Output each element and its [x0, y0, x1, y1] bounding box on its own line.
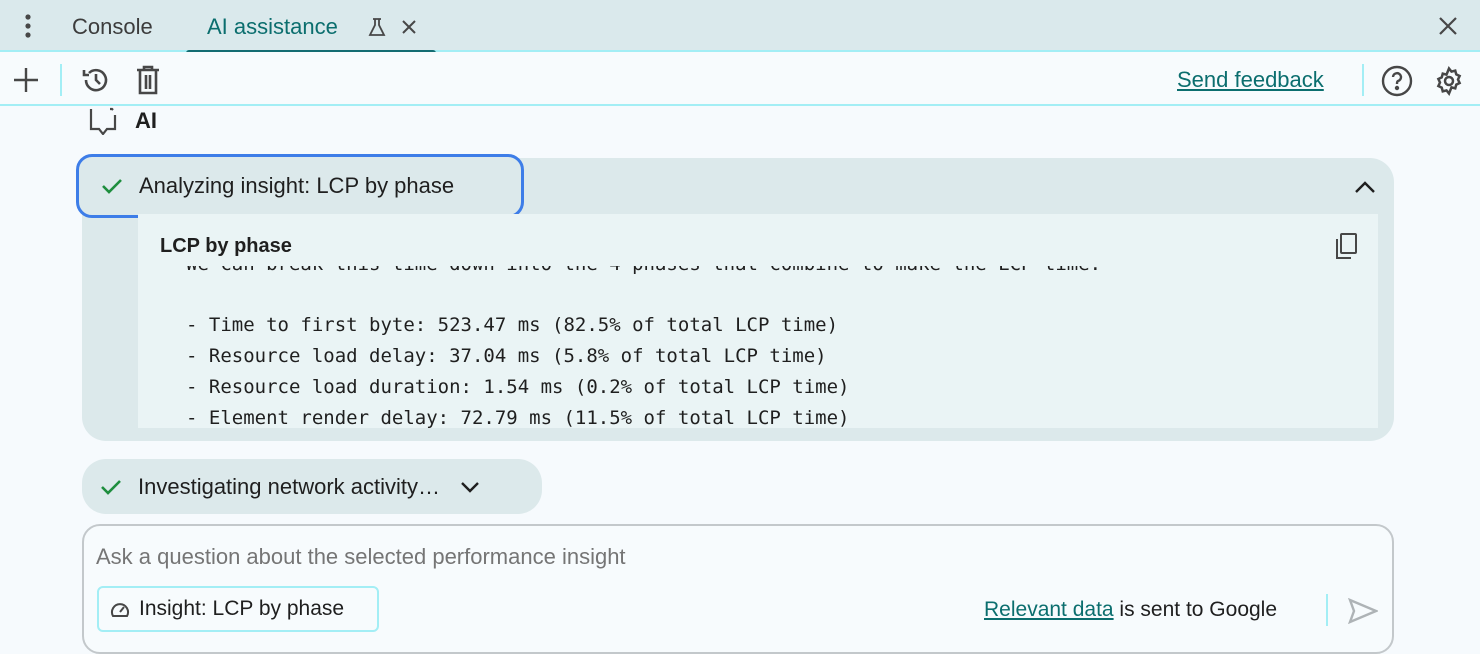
context-chip-label: Insight: LCP by phase: [139, 597, 345, 620]
new-chat-icon[interactable]: [12, 66, 40, 94]
chat-input-box: Insight: LCP by phase Relevant data is s…: [82, 524, 1394, 654]
code-header: LCP by phase: [138, 214, 1378, 266]
copy-icon[interactable]: [1332, 232, 1360, 260]
toolbar-divider: [60, 64, 62, 96]
code-line: - Time to first byte: 523.47 ms (82.5% o…: [186, 314, 839, 336]
step-header-network[interactable]: Investigating network activity…: [82, 459, 542, 514]
code-title: LCP by phase: [160, 235, 292, 257]
disclaimer-text: is sent to Google: [1113, 598, 1278, 621]
disclaimer: Relevant data is sent to Google: [984, 598, 1277, 622]
help-icon[interactable]: [1380, 64, 1414, 98]
code-line: - Element render delay: 72.79 ms (11.5% …: [186, 407, 850, 428]
insight-code-block: We can break this time down into the 4 p…: [138, 214, 1378, 428]
experiment-flask-icon: [366, 16, 388, 38]
send-icon[interactable]: [1346, 594, 1380, 628]
input-divider: [1326, 594, 1328, 626]
delete-icon[interactable]: [134, 64, 162, 96]
collapse-chevron-up-icon[interactable]: [1352, 174, 1378, 200]
code-line: - Resource load delay: 37.04 ms (5.8% of…: [186, 345, 827, 367]
tab-console[interactable]: Console: [72, 14, 153, 39]
checkmark-icon: [98, 474, 124, 500]
relevant-data-link[interactable]: Relevant data: [984, 598, 1114, 621]
close-panel-icon[interactable]: [1436, 14, 1460, 38]
expand-chevron-down-icon: [458, 475, 482, 499]
more-menu-icon[interactable]: [18, 12, 38, 40]
tab-bar: Console AI assistance: [0, 0, 1480, 54]
tab-ai-label: AI assistance: [207, 14, 338, 39]
agent-label: AI: [135, 108, 157, 133]
settings-gear-icon[interactable]: [1432, 64, 1466, 98]
tab-ai-assistance[interactable]: AI assistance: [186, 0, 436, 54]
code-line: - Resource load duration: 1.54 ms (0.2% …: [186, 376, 850, 398]
question-input[interactable]: [96, 540, 1296, 574]
step-title: Investigating network activity…: [138, 473, 441, 499]
close-tab-icon[interactable]: [398, 16, 420, 38]
checkmark-icon: [99, 173, 125, 199]
history-icon[interactable]: [80, 64, 112, 96]
toolbar-divider-right: [1362, 64, 1364, 96]
send-feedback-link[interactable]: Send feedback: [1177, 67, 1324, 92]
context-chip[interactable]: Insight: LCP by phase: [97, 586, 379, 632]
step-title: Analyzing insight: LCP by phase: [139, 173, 455, 198]
gauge-icon: [109, 598, 131, 620]
toolbar: Send feedback: [0, 52, 1480, 106]
step-header-analyzing[interactable]: Analyzing insight: LCP by phase: [76, 154, 524, 218]
ai-agent-icon: [88, 106, 118, 136]
